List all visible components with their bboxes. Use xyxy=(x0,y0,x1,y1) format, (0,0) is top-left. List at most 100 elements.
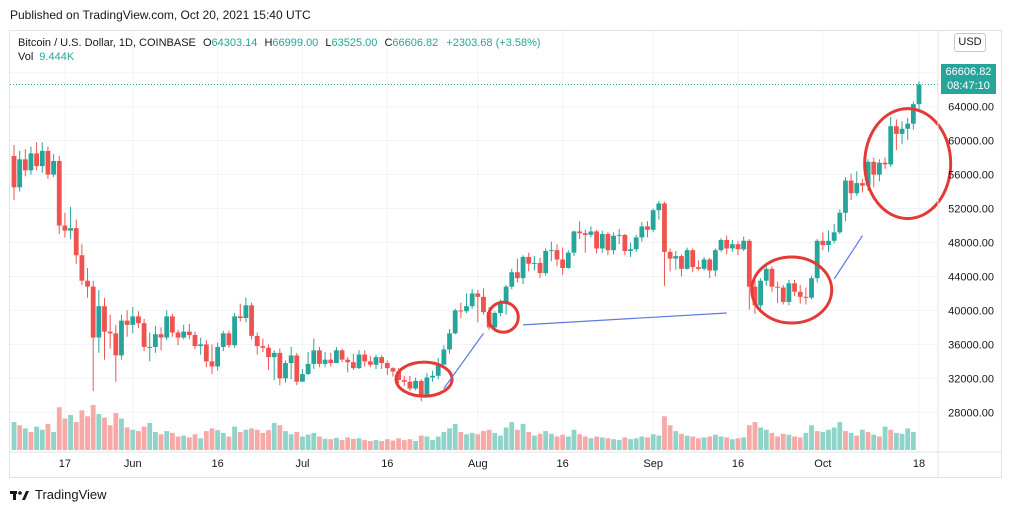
volume-bar xyxy=(735,438,741,450)
close-value: 66606.82 xyxy=(392,37,439,49)
candle-body xyxy=(85,280,90,287)
brand-name: TradingView xyxy=(35,487,107,502)
volume-bar xyxy=(328,439,334,450)
candle-body xyxy=(345,359,351,363)
candle-body xyxy=(283,363,288,379)
volume-bar xyxy=(871,434,877,450)
candle-body xyxy=(79,255,85,281)
volume-bar xyxy=(45,423,51,450)
volume-bar xyxy=(526,432,532,450)
candle-body xyxy=(379,357,385,364)
candle-body xyxy=(684,250,690,269)
open-value: 64303.14 xyxy=(211,37,258,49)
candle-body xyxy=(877,162,882,175)
volume-bar xyxy=(266,430,271,450)
candle-body xyxy=(435,364,441,376)
candle-body xyxy=(51,161,56,175)
volume-bar xyxy=(752,422,758,450)
volume-bar xyxy=(831,427,837,450)
candle-body xyxy=(17,159,23,188)
volume-bar xyxy=(758,427,764,450)
x-tick-label: 16 xyxy=(557,458,569,470)
volume-bar xyxy=(599,437,605,450)
volume-bar xyxy=(515,429,520,450)
volume-bar xyxy=(667,425,673,450)
candle-body xyxy=(826,240,831,246)
volume-bar xyxy=(373,440,379,450)
volume-bar xyxy=(797,437,803,450)
volume-bar xyxy=(718,436,724,450)
volume-legend: Vol 9.444K xyxy=(18,51,74,63)
volume-bar xyxy=(407,439,413,450)
volume-bar xyxy=(860,429,865,450)
symbol-title[interactable]: Bitcoin / U.S. Dollar, 1D, COINBASE xyxy=(18,37,196,49)
volume-bar xyxy=(418,435,424,450)
volume-bar xyxy=(888,429,894,450)
bar-countdown: 08:47:10 xyxy=(947,80,990,92)
volume-bar xyxy=(537,433,543,450)
volume-bar xyxy=(628,439,633,450)
volume-bar xyxy=(147,423,153,450)
candle-body xyxy=(775,286,780,288)
volume-label[interactable]: Vol xyxy=(18,51,34,63)
volume-bar xyxy=(673,431,679,450)
candle-body xyxy=(888,126,894,165)
volume-bar xyxy=(741,437,747,450)
candle-body xyxy=(147,346,153,348)
annotation-circle-october-rally xyxy=(863,107,953,221)
volume-bar xyxy=(311,432,317,450)
volume-bar xyxy=(62,418,68,450)
y-tick-label: 48000.00 xyxy=(948,238,994,250)
candle-body xyxy=(90,286,96,338)
candle-body xyxy=(792,283,797,292)
candle-body xyxy=(882,162,888,165)
volume-bar xyxy=(22,428,28,450)
candle-body xyxy=(458,310,464,312)
volume-bar xyxy=(814,431,820,450)
volume-bar xyxy=(780,433,786,450)
candle-body xyxy=(300,374,305,382)
volume-bar xyxy=(684,435,690,450)
volume-bar xyxy=(605,438,611,450)
volume-bar xyxy=(79,410,85,450)
candle-body xyxy=(809,278,814,298)
volume-bar xyxy=(260,432,266,450)
candle-body xyxy=(175,332,181,338)
trend-line-3 xyxy=(833,235,863,280)
candle-body xyxy=(271,352,277,358)
candle-body xyxy=(893,126,899,134)
volume-bar xyxy=(435,436,441,450)
annotation-circle-late-sept xyxy=(750,255,834,325)
volume-bar xyxy=(169,432,175,450)
volume-bar xyxy=(679,433,684,450)
volume-bar xyxy=(786,434,792,450)
volume-bar xyxy=(611,439,616,450)
volume-bar xyxy=(560,434,566,450)
volume-bar xyxy=(899,433,905,450)
volume-bar xyxy=(198,438,204,450)
candle-body xyxy=(628,249,633,251)
x-tick-label: 18 xyxy=(913,458,925,470)
volume-bar xyxy=(350,438,356,450)
candle-body xyxy=(520,256,526,279)
candle-body xyxy=(362,354,368,362)
volume-bar xyxy=(345,437,351,450)
candle-body xyxy=(701,259,707,269)
chart-frame[interactable] xyxy=(9,30,1002,478)
volume-bar xyxy=(645,437,650,450)
volume-bar xyxy=(769,432,775,450)
volume-bar xyxy=(588,438,594,450)
volume-bar xyxy=(650,434,656,450)
tradingview-logo[interactable]: TradingView xyxy=(10,487,107,502)
candle-body xyxy=(288,355,294,364)
volume-bar xyxy=(334,437,339,450)
volume-bar xyxy=(447,428,452,450)
candle-body xyxy=(294,355,300,382)
candle-body xyxy=(633,237,639,250)
volume-bar xyxy=(271,423,277,450)
currency-button[interactable]: USD xyxy=(954,33,986,52)
time-axis: 17 Jun 16 Jul 16 Aug 16 Sep 16 Oct 18 xyxy=(59,458,925,470)
candle-body xyxy=(249,305,254,336)
candle-body xyxy=(186,331,192,336)
